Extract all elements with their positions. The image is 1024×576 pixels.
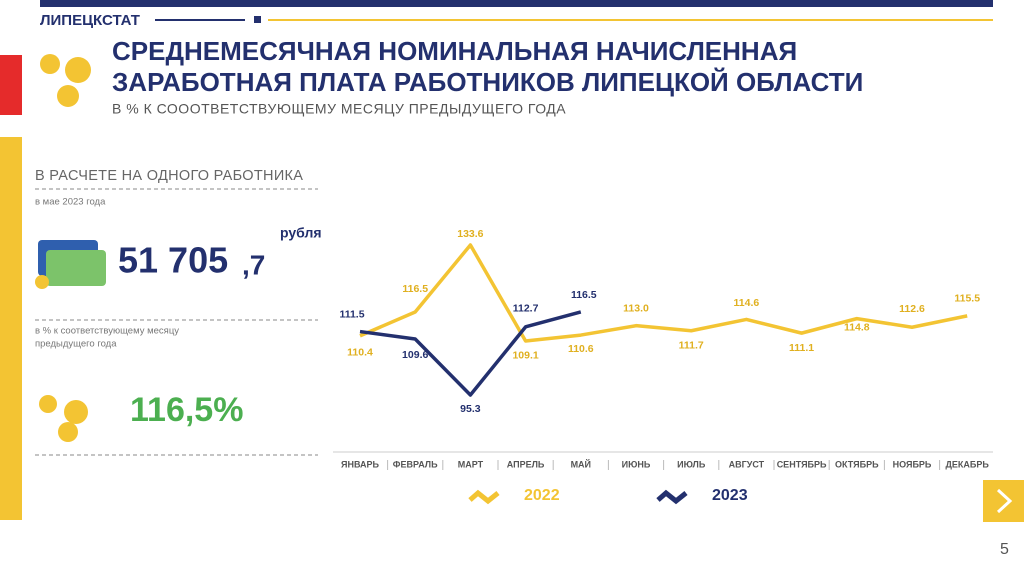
data-label: 109.1 [512, 350, 538, 362]
page-number: 5 [1000, 541, 1009, 558]
data-label: 111.5 [339, 308, 364, 320]
amount: 51 705 [118, 240, 228, 281]
next-button[interactable] [983, 480, 1024, 522]
percent-value: 116,5% [130, 391, 243, 429]
data-label: 111.1 [789, 342, 814, 354]
series-line [359, 310, 582, 397]
x-tick-label: МАЙ [571, 458, 591, 469]
data-label: 109.6 [402, 349, 428, 361]
coins-icon [40, 54, 91, 107]
amount-unit: рубля [280, 225, 322, 241]
top-bar [40, 0, 993, 7]
x-tick-label: ИЮНЬ [622, 459, 651, 469]
x-tick-label: ИЮЛЬ [677, 459, 706, 469]
chart: ЯНВАРЬ ФЕВРАЛЬ МАРТ АПРЕЛЬ МАЙ ИЮНЬ ИЮЛЬ АВГУСТ… [339, 228, 989, 504]
title-line: ЗАРАБОТНАЯ ПЛАТА РАБОТНИКОВ ЛИПЕЦКОЙ ОБЛ… [112, 67, 863, 97]
data-label: 95.3 [460, 403, 481, 415]
legend-label: 2023 [712, 487, 748, 504]
x-tick-label: АПРЕЛЬ [507, 459, 545, 469]
amount-decimal: ,7 [242, 249, 265, 280]
card-icon [35, 240, 106, 289]
panel-note: предыдущего года [35, 339, 117, 350]
title-line: СРЕДНЕМЕСЯЧНАЯ НОМИНАЛЬНАЯ НАЧИСЛЕННАЯ [112, 36, 797, 66]
org-name: ЛИПЕЦКСТАТ [40, 12, 140, 29]
data-label: 112.6 [899, 303, 925, 315]
percent-coins-icon [39, 395, 88, 442]
legend-icon [468, 489, 500, 505]
data-label: 116.5 [571, 289, 597, 301]
data-label: 115.5 [954, 293, 980, 305]
panel-period: в мае 2023 года [35, 197, 106, 208]
x-tick-label: МАРТ [458, 459, 484, 469]
subtitle: В % К СОООТВЕТСТВУЮЩЕМУ МЕСЯЦУ ПРЕДЫДУЩЕ… [112, 101, 566, 117]
data-label: 110.4 [347, 347, 373, 359]
data-label: 110.6 [568, 343, 594, 355]
data-label: 111.7 [679, 340, 704, 352]
accent-red [0, 55, 22, 115]
data-label: 114.6 [734, 297, 760, 309]
x-tick-label: ФЕВРАЛЬ [393, 459, 438, 469]
data-label: 113.0 [623, 302, 649, 314]
x-tick-label: ДЕКАБРЬ [946, 459, 990, 469]
x-tick-label: АВГУСТ [729, 459, 765, 469]
x-tick-label: ОКТЯБРЬ [835, 459, 879, 469]
legend-label: 2022 [524, 487, 560, 504]
panel-note: в % к соответствующему месяцу [35, 326, 179, 337]
x-tick-label: НОЯБРЬ [893, 459, 932, 469]
data-label: 114.8 [844, 321, 870, 333]
panel-heading: В РАСЧЕТЕ НА ОДНОГО РАБОТНИКА [35, 168, 303, 184]
legend-icon [656, 489, 688, 505]
x-tick-label: ЯНВАРЬ [341, 459, 380, 469]
rule-square [254, 16, 261, 23]
data-label: 133.6 [457, 228, 483, 240]
data-label: 112.7 [513, 303, 539, 315]
series-line [359, 243, 968, 343]
data-label: 116.5 [402, 283, 428, 295]
accent-yellow [0, 137, 22, 520]
x-tick-label: СЕНТЯБРЬ [777, 459, 827, 469]
